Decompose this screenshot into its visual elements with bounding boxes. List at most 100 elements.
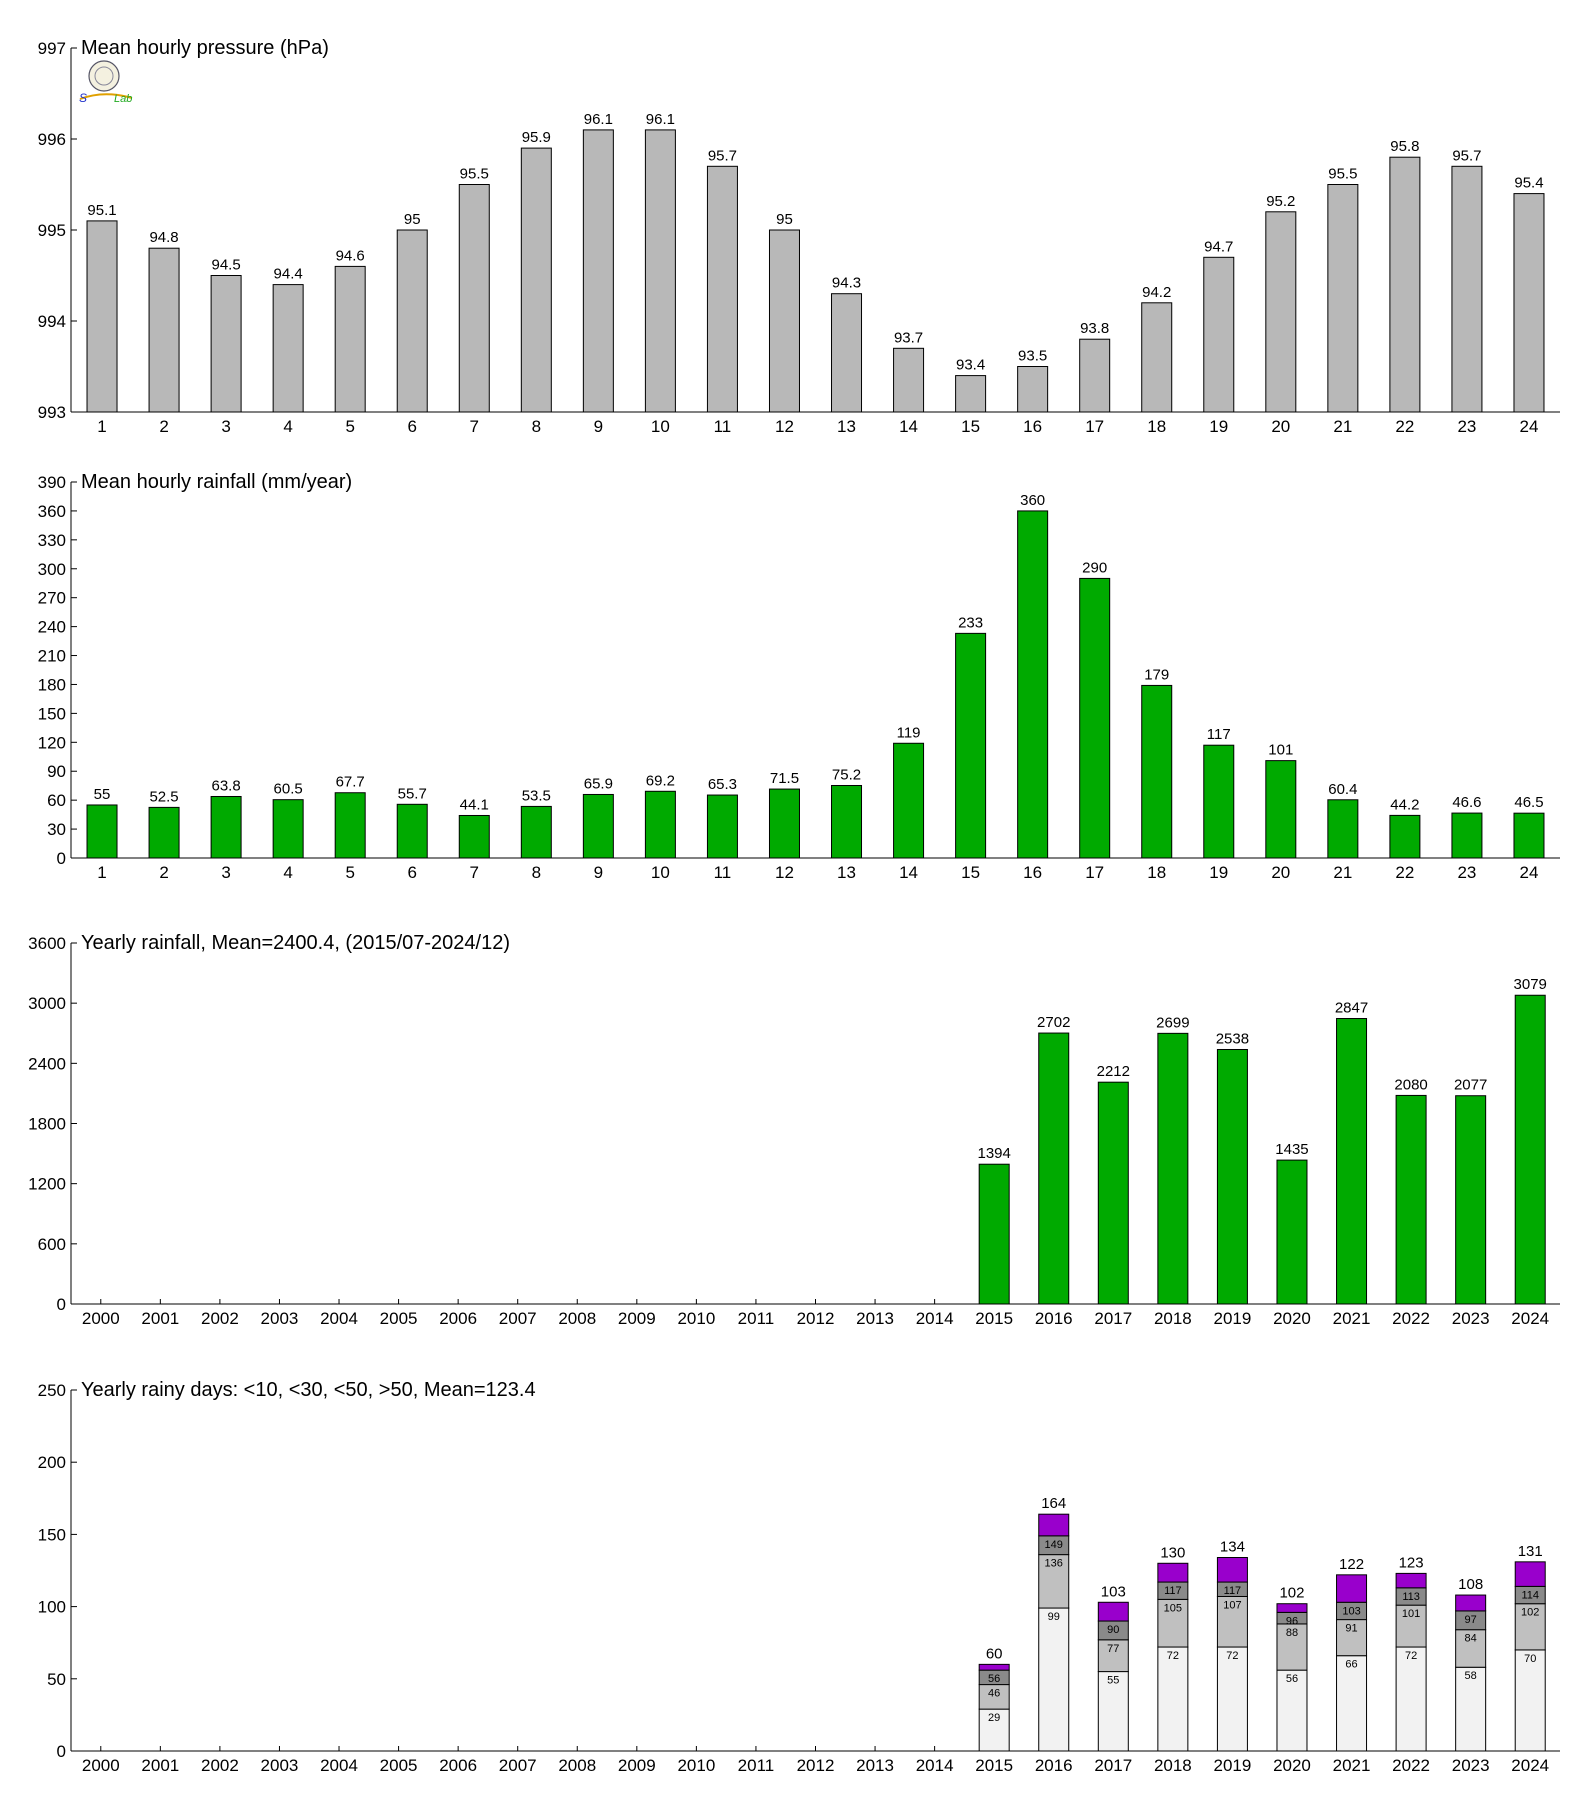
chart-4: 0 50 100 150 200 250 2000 2001 2002 2003 2004 2005 2… — [38, 1379, 1560, 1775]
stack-segment — [1157, 1646, 1189, 1752]
data-label: 94.6 — [336, 247, 365, 264]
x-tick-label: 24 — [1520, 417, 1539, 436]
bar — [582, 793, 614, 859]
x-tick-label: 2007 — [499, 1309, 537, 1328]
data-label: 46.6 — [1452, 794, 1481, 811]
bar — [272, 284, 304, 413]
x-tick-label: 2006 — [439, 1309, 477, 1328]
data-label: 63.8 — [212, 777, 241, 794]
bar — [1327, 184, 1359, 413]
stack-segment — [1038, 1554, 1070, 1609]
y-tick-label: 60 — [47, 791, 66, 810]
segment-label: 99 — [1048, 1611, 1060, 1623]
stack-segment — [1395, 1572, 1427, 1589]
x-tick-label: 12 — [775, 863, 794, 882]
y-tick-label: 330 — [38, 531, 66, 550]
y-tick-label: 1800 — [28, 1115, 66, 1134]
bar — [831, 784, 863, 859]
x-tick-label: 2004 — [320, 1309, 358, 1328]
segment-label: 29 — [988, 1712, 1000, 1724]
logo-swoosh — [79, 93, 133, 100]
x-tick-label: 2002 — [201, 1756, 239, 1775]
x-tick-label: 2014 — [916, 1756, 954, 1775]
data-label: 103 — [1101, 1583, 1126, 1600]
y-tick-label: 2400 — [28, 1054, 66, 1073]
stack-segment — [1336, 1574, 1368, 1603]
x-tick-label: 2005 — [380, 1309, 418, 1328]
logo-seal — [88, 60, 120, 92]
data-label: 94.4 — [274, 266, 303, 283]
segment-label: 72 — [1405, 1650, 1417, 1662]
stack-segment — [1038, 1607, 1070, 1752]
stack-segment — [1514, 1561, 1546, 1587]
bar — [1079, 338, 1111, 413]
segment-label: 88 — [1286, 1627, 1298, 1639]
bar — [458, 814, 490, 859]
x-tick-label: 2016 — [1035, 1309, 1073, 1328]
segment-label: 113 — [1402, 1591, 1420, 1603]
x-tick-label: 2002 — [201, 1309, 239, 1328]
x-tick-label: 2014 — [916, 1309, 954, 1328]
x-tick-label: 2009 — [618, 1309, 656, 1328]
segment-label: 55 — [1107, 1675, 1119, 1687]
bar — [520, 147, 552, 413]
x-tick-label: 2022 — [1392, 1309, 1430, 1328]
bar — [272, 799, 304, 859]
data-label: 95.9 — [522, 129, 551, 146]
data-label: 60 — [986, 1645, 1003, 1662]
data-label: 108 — [1458, 1576, 1483, 1593]
x-tick-label: 19 — [1209, 417, 1228, 436]
y-tick-label: 360 — [38, 502, 66, 521]
logo: S Lab — [79, 60, 133, 105]
segment-label: 97 — [1465, 1614, 1477, 1626]
x-tick-label: 2020 — [1273, 1756, 1311, 1775]
data-label: 233 — [958, 614, 983, 631]
data-label: 95.5 — [1328, 166, 1357, 183]
y-tick-label: 3600 — [28, 934, 66, 953]
data-label: 95 — [404, 211, 421, 228]
bar — [1017, 366, 1049, 413]
segment-label: 70 — [1524, 1653, 1536, 1665]
bar — [1157, 1032, 1189, 1305]
bar — [210, 795, 242, 859]
data-label: 119 — [897, 724, 921, 741]
x-tick-label: 2017 — [1094, 1309, 1132, 1328]
x-tick-label: 2017 — [1094, 1756, 1132, 1775]
bar — [396, 229, 428, 413]
bar — [1203, 744, 1235, 859]
data-label: 95 — [776, 211, 793, 228]
bar — [148, 806, 180, 859]
data-label: 60.5 — [274, 781, 303, 798]
x-tick-label: 2010 — [677, 1756, 715, 1775]
stack-segment — [1276, 1669, 1308, 1752]
y-tick-label: 0 — [57, 1295, 66, 1314]
segment-label: 105 — [1164, 1602, 1182, 1614]
data-label: 1394 — [977, 1145, 1010, 1162]
x-tick-label: 14 — [899, 863, 918, 882]
data-label: 2699 — [1156, 1014, 1189, 1031]
bar — [1097, 1081, 1129, 1305]
stack-segment — [1455, 1666, 1487, 1752]
data-label: 71.5 — [770, 770, 799, 787]
y-tick-label: 100 — [38, 1598, 66, 1617]
data-label: 95.7 — [1452, 147, 1481, 164]
x-tick-label: 2012 — [797, 1756, 835, 1775]
data-label: 60.4 — [1328, 781, 1357, 798]
data-label: 93.5 — [1018, 348, 1047, 365]
data-label: 95.4 — [1514, 175, 1543, 192]
x-tick-label: 2016 — [1035, 1756, 1073, 1775]
data-label: 2212 — [1097, 1063, 1130, 1080]
stack-segment — [1336, 1619, 1368, 1657]
y-tick-label: 180 — [38, 675, 66, 694]
stack-segment — [1097, 1601, 1129, 1622]
x-tick-label: 2024 — [1511, 1309, 1549, 1328]
y-tick-label: 270 — [38, 589, 66, 608]
data-label: 2847 — [1335, 1000, 1368, 1017]
x-tick-label: 2018 — [1154, 1309, 1192, 1328]
data-label: 94.7 — [1204, 238, 1233, 255]
data-label: 94.2 — [1142, 284, 1171, 301]
logo-seal-inner — [94, 66, 114, 86]
data-label: 69.2 — [646, 772, 675, 789]
x-tick-label: 2021 — [1333, 1309, 1371, 1328]
